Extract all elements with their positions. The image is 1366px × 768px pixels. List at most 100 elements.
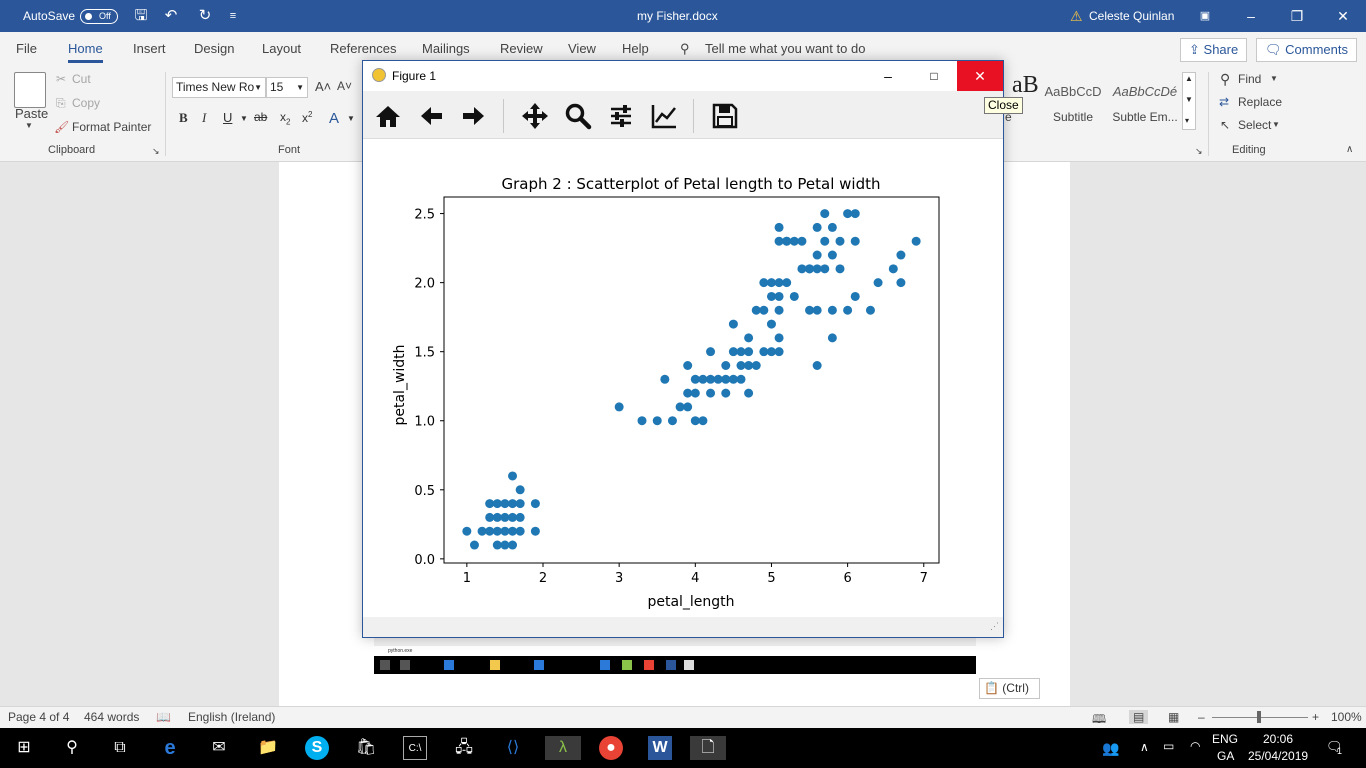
styles-more-icon[interactable]: ▾ bbox=[1185, 116, 1190, 125]
cmder-icon[interactable]: λ bbox=[545, 736, 581, 760]
paste-dropdown-icon[interactable]: ▼ bbox=[25, 121, 33, 130]
italic-button[interactable]: I bbox=[202, 110, 207, 125]
tab-mailings[interactable]: Mailings bbox=[422, 41, 470, 56]
underline-dropdown-icon[interactable]: ▼ bbox=[240, 114, 248, 123]
text-effects-dropdown-icon[interactable]: ▼ bbox=[347, 114, 355, 123]
collapse-ribbon-icon[interactable]: ∧ bbox=[1346, 144, 1354, 155]
search-icon[interactable]: ⚲ bbox=[66, 739, 78, 756]
notifications-icon[interactable]: 🗨 bbox=[1326, 739, 1343, 754]
zoom-in-icon[interactable]: + bbox=[1312, 710, 1320, 724]
clock-date[interactable]: 25/04/2019 bbox=[1248, 749, 1309, 763]
style-subtitle[interactable]: AaBbCcD Subtitle bbox=[1037, 80, 1109, 130]
start-icon[interactable]: ⊞ bbox=[17, 739, 31, 756]
subscript-button[interactable]: x2 bbox=[280, 110, 291, 127]
store-icon[interactable]: 🛍 bbox=[355, 739, 377, 756]
select-button[interactable]: Select bbox=[1238, 118, 1272, 132]
chevron-down-icon[interactable]: ▼ bbox=[1185, 95, 1193, 104]
font-family-select[interactable]: Times New Ro ▼ bbox=[172, 77, 266, 98]
page-count[interactable]: Page 4 of 4 bbox=[8, 710, 70, 724]
cut-button[interactable]: Cut bbox=[72, 72, 91, 86]
edge-icon[interactable]: e bbox=[164, 737, 176, 759]
tab-review[interactable]: Review bbox=[500, 41, 543, 56]
user-name[interactable]: Celeste Quinlan bbox=[1089, 9, 1175, 23]
configure-subplots-icon[interactable] bbox=[606, 101, 636, 131]
back-arrow-icon[interactable] bbox=[416, 101, 446, 131]
zoom-out-icon[interactable]: – bbox=[1198, 710, 1205, 724]
styles-scroll[interactable]: ▲ ▼ ▾ bbox=[1182, 72, 1196, 130]
tell-me-box[interactable]: Tell me what you want to do bbox=[705, 41, 866, 56]
figure-title-bar[interactable]: Figure 1 – □ ✕ bbox=[363, 61, 1003, 91]
select-dropdown-icon[interactable]: ▼ bbox=[1272, 120, 1280, 129]
pan-icon[interactable] bbox=[520, 101, 550, 131]
embedded-screenshot[interactable]: python.exe bbox=[374, 636, 976, 674]
clipboard-launcher-icon[interactable]: ↘ bbox=[152, 146, 160, 156]
font-size-select[interactable]: 15 ▼ bbox=[266, 77, 308, 98]
ribbon-display-icon[interactable]: ▣ bbox=[1199, 10, 1211, 22]
style-subtle-emphasis[interactable]: AaBbCcDé Subtle Em... bbox=[1109, 80, 1181, 130]
tab-references[interactable]: References bbox=[330, 41, 397, 56]
skype-icon[interactable]: S bbox=[305, 736, 329, 760]
chrome-icon[interactable]: ● bbox=[599, 736, 623, 760]
format-painter-button[interactable]: Format Painter bbox=[72, 120, 152, 134]
print-layout-icon[interactable]: ▤ bbox=[1129, 710, 1149, 724]
find-dropdown-icon[interactable]: ▼ bbox=[1270, 74, 1278, 83]
save-icon[interactable]: 🖫 bbox=[134, 7, 148, 24]
undo-icon[interactable]: ↶ bbox=[164, 7, 178, 24]
tab-help[interactable]: Help bbox=[622, 41, 649, 56]
zoom-icon[interactable] bbox=[563, 101, 593, 131]
style-title-name[interactable]: e bbox=[1005, 110, 1012, 124]
customize-qat-icon[interactable]: ≡ bbox=[229, 10, 237, 22]
style-title-sample[interactable]: aB bbox=[1012, 72, 1039, 98]
vscode-icon[interactable]: ⟨⟩ bbox=[506, 739, 520, 756]
share-button[interactable]: ⇪ Share bbox=[1180, 38, 1248, 62]
network-tool-icon[interactable]: 🖧 bbox=[455, 739, 473, 756]
cmd-icon[interactable]: C:\ bbox=[403, 736, 427, 760]
language-bottom[interactable]: GA bbox=[1217, 749, 1235, 763]
people-icon[interactable]: 👥 bbox=[1102, 740, 1120, 756]
bold-button[interactable]: B bbox=[179, 110, 188, 125]
text-effects-button[interactable]: A bbox=[329, 110, 340, 127]
strikethrough-button[interactable]: ab bbox=[254, 110, 268, 124]
proofing-icon[interactable]: 📖 bbox=[156, 710, 171, 724]
tray-expand-icon[interactable]: ∧ bbox=[1140, 740, 1149, 754]
shrink-font-icon[interactable]: A˅ bbox=[337, 79, 353, 93]
tab-design[interactable]: Design bbox=[194, 41, 235, 56]
file-explorer-icon[interactable]: 📁 bbox=[258, 739, 278, 756]
home-icon[interactable] bbox=[373, 101, 403, 131]
language-top[interactable]: ENG bbox=[1212, 732, 1239, 746]
figure-maximize-button[interactable]: □ bbox=[930, 69, 938, 83]
paste-button[interactable]: Paste bbox=[15, 106, 49, 121]
chevron-up-icon[interactable]: ▲ bbox=[1185, 74, 1193, 83]
zoom-slider-thumb[interactable] bbox=[1257, 711, 1261, 723]
language-indicator[interactable]: English (Ireland) bbox=[188, 710, 276, 724]
find-button[interactable]: Find bbox=[1238, 72, 1262, 86]
edit-axes-icon[interactable] bbox=[649, 101, 679, 131]
paste-icon[interactable] bbox=[14, 72, 46, 108]
tab-insert[interactable]: Insert bbox=[133, 41, 166, 56]
underline-button[interactable]: U bbox=[223, 110, 233, 125]
read-mode-icon[interactable]: 🕮 bbox=[1092, 712, 1107, 726]
replace-button[interactable]: Replace bbox=[1238, 95, 1283, 109]
styles-launcher-icon[interactable]: ↘ bbox=[1195, 146, 1203, 156]
superscript-button[interactable]: x2 bbox=[302, 110, 313, 125]
comments-button[interactable]: 🗨 Comments bbox=[1256, 38, 1357, 62]
battery-icon[interactable]: ▭ bbox=[1163, 739, 1175, 753]
wifi-icon[interactable]: ◠ bbox=[1190, 739, 1201, 753]
autosave-toggle[interactable]: Off bbox=[80, 9, 118, 24]
figure-window-icon[interactable]: 🗋 bbox=[690, 736, 726, 760]
word-count[interactable]: 464 words bbox=[84, 710, 140, 724]
forward-arrow-icon[interactable] bbox=[459, 101, 489, 131]
save-figure-icon[interactable] bbox=[710, 101, 740, 131]
redo-icon[interactable]: ↻ bbox=[198, 7, 212, 24]
tab-file[interactable]: File bbox=[16, 41, 37, 56]
restore-button[interactable]: ❐ bbox=[1290, 8, 1304, 24]
figure-minimize-button[interactable]: – bbox=[884, 68, 892, 84]
close-button[interactable]: ✕ bbox=[1337, 8, 1349, 24]
tab-view[interactable]: View bbox=[568, 41, 596, 56]
tab-layout[interactable]: Layout bbox=[262, 41, 302, 56]
resize-grip-icon[interactable]: ⋰ bbox=[990, 621, 999, 631]
web-layout-icon[interactable]: ▦ bbox=[1168, 710, 1180, 724]
clock-time[interactable]: 20:06 bbox=[1263, 732, 1294, 746]
minimize-button[interactable]: – bbox=[1247, 8, 1255, 24]
figure-close-button[interactable]: ✕ bbox=[957, 61, 1003, 91]
